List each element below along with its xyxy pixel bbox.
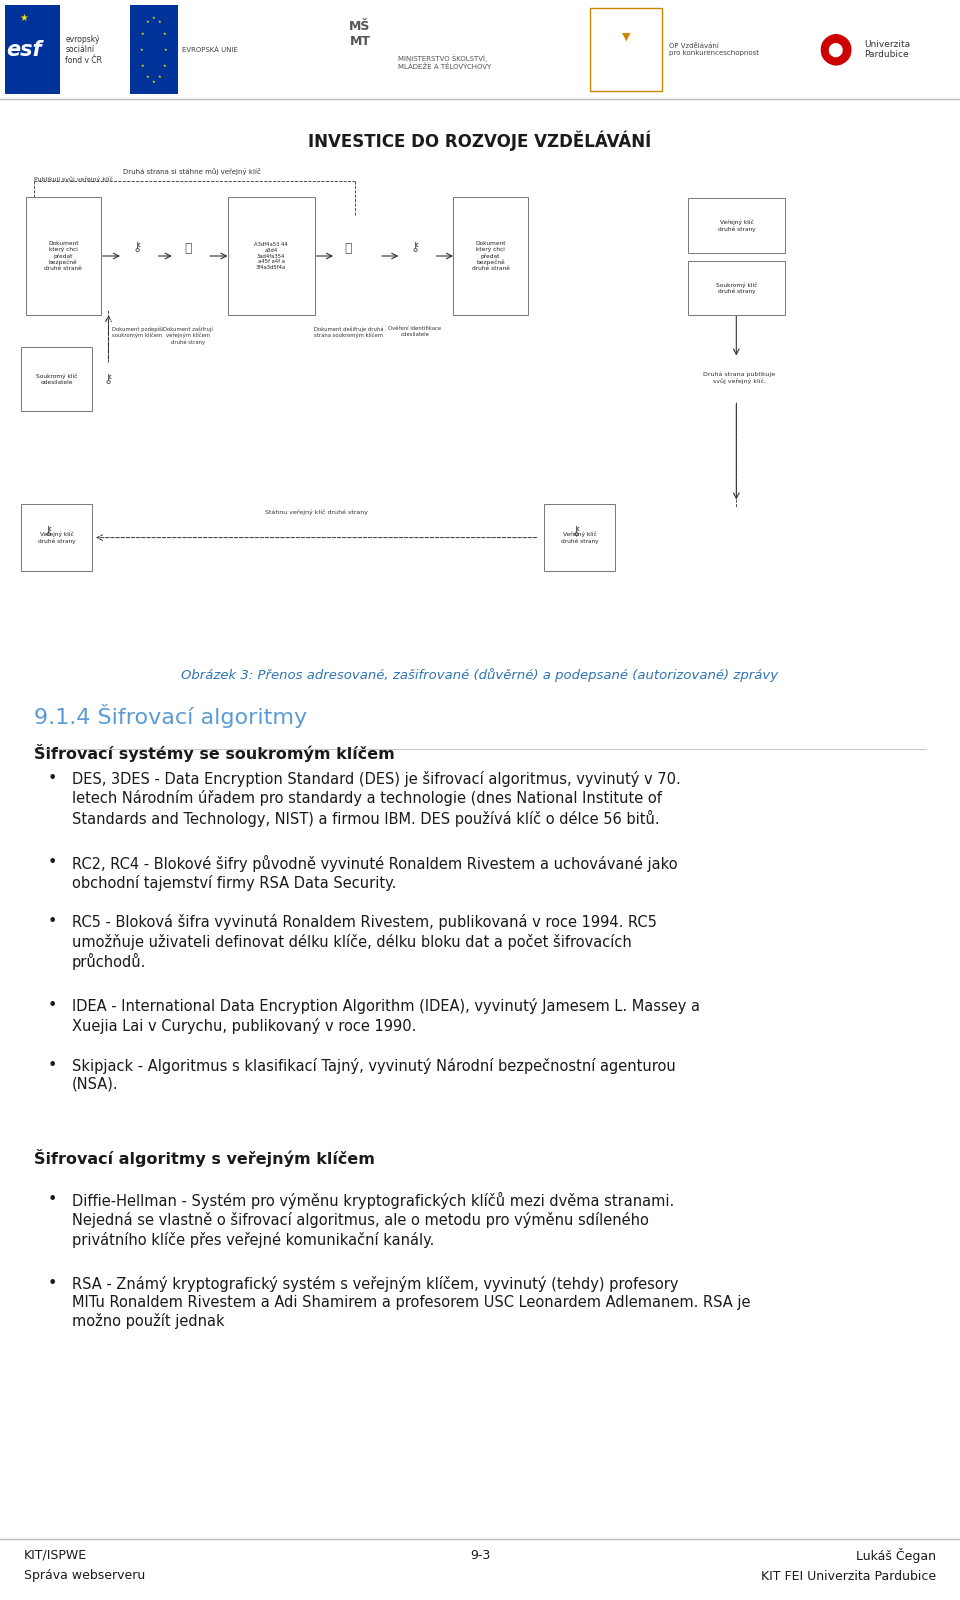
Text: 9.1.4 Šifrovací algoritmy: 9.1.4 Šifrovací algoritmy	[34, 704, 307, 728]
Text: ★: ★	[152, 80, 156, 83]
Text: Druhá strana publikuje
svůj veřejný klíč.: Druhá strana publikuje svůj veřejný klíč…	[703, 371, 776, 384]
FancyBboxPatch shape	[26, 197, 101, 315]
Text: ⚷: ⚷	[104, 373, 113, 386]
Text: •: •	[48, 914, 58, 930]
Text: ⚷: ⚷	[410, 242, 420, 254]
Text: Šifrovací systémy se soukromým klíčem: Šifrovací systémy se soukromým klíčem	[34, 744, 395, 762]
Text: Obrázek 3: Přenos adresované, zašifrované (důvěrné) a podepsané (autorizované) z: Obrázek 3: Přenos adresované, zašifrovan…	[181, 669, 779, 682]
Text: ⬤: ⬤	[818, 34, 852, 66]
FancyBboxPatch shape	[21, 504, 92, 571]
Text: Veřejný klíč
druhé strany: Veřejný klíč druhé strany	[718, 219, 756, 232]
Text: •: •	[48, 998, 58, 1013]
Text: •: •	[48, 854, 58, 870]
Text: •: •	[48, 1275, 58, 1291]
Text: Soukromý klíč
druhé strany: Soukromý klíč druhé strany	[716, 282, 757, 294]
Bar	[130, 5, 178, 94]
Text: Veřejný klíč
druhé strany: Veřejný klíč druhé strany	[37, 531, 76, 544]
Text: IDEA - International Data Encryption Algorithm (IDEA), vyvinutý Jamesem L. Masse: IDEA - International Data Encryption Alg…	[72, 998, 700, 1034]
Text: ★: ★	[139, 48, 143, 51]
Text: Soukromý klíč
odesilatele: Soukromý klíč odesilatele	[36, 373, 78, 386]
Text: Ověření identifikace
odesilatele: Ověření identifikace odesilatele	[388, 326, 442, 338]
FancyBboxPatch shape	[453, 197, 528, 315]
Text: Skipjack - Algoritmus s klasifikací Tajný, vyvinutý Národní bezpečnostní agentur: Skipjack - Algoritmus s klasifikací Tajn…	[72, 1058, 676, 1091]
Text: Dokument dešifruje druhá
strana soukromým klíčem: Dokument dešifruje druhá strana soukromý…	[314, 326, 383, 338]
Text: ★: ★	[146, 75, 149, 80]
Text: ★: ★	[146, 19, 149, 24]
Text: ⬤: ⬤	[828, 43, 843, 56]
Text: Lukáš Čegan: Lukáš Čegan	[856, 1547, 936, 1563]
Text: ★: ★	[141, 32, 145, 35]
Bar	[590, 8, 662, 91]
Text: EVROPSKÁ UNIE: EVROPSKÁ UNIE	[182, 46, 238, 53]
Text: ⚷: ⚷	[571, 525, 581, 538]
Text: Veřejný klíč
druhé strany: Veřejný klíč druhé strany	[561, 531, 599, 544]
Text: RC5 - Bloková šifra vyvinutá Ronaldem Rivestem, publikovaná v roce 1994. RC5
umo: RC5 - Bloková šifra vyvinutá Ronaldem Ri…	[72, 914, 657, 970]
Text: INVESTICE DO ROZVOJE VZDĚLÁVÁNÍ: INVESTICE DO ROZVOJE VZDĚLÁVÁNÍ	[308, 131, 652, 150]
Text: Dokument
který chci
předat
bezpečně
druhé straně: Dokument který chci předat bezpečně druh…	[44, 242, 83, 270]
Text: ★: ★	[162, 64, 166, 67]
Bar	[5, 5, 60, 94]
Bar	[19, 168, 941, 656]
Text: •: •	[48, 771, 58, 786]
Text: esf: esf	[7, 40, 42, 59]
Text: ★: ★	[162, 32, 166, 35]
Text: OP Vzdělávání
pro konkurenceschopnost: OP Vzdělávání pro konkurenceschopnost	[669, 43, 759, 56]
Text: Stáhnu veřejný klíč druhé strany: Stáhnu veřejný klíč druhé strany	[265, 509, 369, 515]
Text: •: •	[48, 1058, 58, 1072]
Text: RC2, RC4 - Blokové šifry původně vyvinuté Ronaldem Rivestem a uchovávané jako
ob: RC2, RC4 - Blokové šifry původně vyvinut…	[72, 854, 678, 891]
Text: A3df4a53 44
a3d4
3ad4fa354
a45f a4f a
3f4a3d5f4a: A3df4a53 44 a3d4 3ad4fa354 a45f a4f a 3f…	[254, 242, 288, 270]
Text: ▼: ▼	[622, 32, 630, 42]
Text: KIT FEI Univerzita Pardubice: KIT FEI Univerzita Pardubice	[761, 1570, 936, 1582]
Text: ★: ★	[164, 48, 168, 51]
Text: DES, 3DES - Data Encryption Standard (DES) je šifrovací algoritmus, vyvinutý v 7: DES, 3DES - Data Encryption Standard (DE…	[72, 771, 681, 827]
Bar	[0, 0, 960, 99]
Text: ⚷: ⚷	[43, 525, 53, 538]
FancyBboxPatch shape	[688, 198, 785, 253]
Text: MŠ
MT: MŠ MT	[349, 19, 371, 48]
FancyBboxPatch shape	[21, 347, 92, 411]
Text: Šifrovací algoritmy s veřejným klíčem: Šifrovací algoritmy s veřejným klíčem	[34, 1149, 374, 1166]
Text: Diffie-Hellman - Systém pro výměnu kryptografických klíčů mezi dvěma stranami.
N: Diffie-Hellman - Systém pro výměnu krypt…	[72, 1192, 674, 1248]
Text: Dokument podepíši
soukromým klíčem: Dokument podepíši soukromým klíčem	[111, 326, 163, 338]
Text: RSA - Známý kryptografický systém s veřejným klíčem, vyvinutý (tehdy) profesory
: RSA - Známý kryptografický systém s veře…	[72, 1275, 751, 1330]
Text: Dokument zašifrují
veřejným klíčem
druhé strany: Dokument zašifrují veřejným klíčem druhé…	[163, 326, 213, 344]
Text: MINISTERSTVO ŠKOLSTVÍ,
MLÁDEŽE A TĚLOVÝCHOVY: MINISTERSTVO ŠKOLSTVÍ, MLÁDEŽE A TĚLOVÝC…	[398, 54, 492, 70]
Text: 9-3: 9-3	[469, 1549, 491, 1562]
Text: evropský
sociální
fond v ČR: evropský sociální fond v ČR	[65, 35, 103, 64]
Text: 🔒: 🔒	[184, 242, 192, 254]
Text: ★: ★	[141, 64, 145, 67]
Text: ★: ★	[158, 75, 161, 80]
Text: ★: ★	[19, 13, 29, 22]
Text: Druhá strana si stáhne můj veřejný klíč: Druhá strana si stáhne můj veřejný klíč	[123, 168, 261, 174]
Text: Dokument
který chci
předat
bezpečně
druhé straně: Dokument který chci předat bezpečně druh…	[471, 242, 510, 270]
Text: ★: ★	[152, 16, 156, 19]
Text: ⚷: ⚷	[132, 242, 142, 254]
Text: ★: ★	[158, 19, 161, 24]
Text: Publikuji svůj veřejný klíč: Publikuji svůj veřejný klíč	[34, 176, 112, 182]
FancyBboxPatch shape	[544, 504, 615, 571]
Text: •: •	[48, 1192, 58, 1206]
Text: 🔒: 🔒	[345, 242, 352, 254]
FancyBboxPatch shape	[688, 261, 785, 315]
Text: KIT/ISPWE: KIT/ISPWE	[24, 1549, 87, 1562]
Text: Univerzita
Pardubice: Univerzita Pardubice	[864, 40, 910, 59]
FancyBboxPatch shape	[228, 197, 315, 315]
Text: Správa webserveru: Správa webserveru	[24, 1570, 145, 1582]
